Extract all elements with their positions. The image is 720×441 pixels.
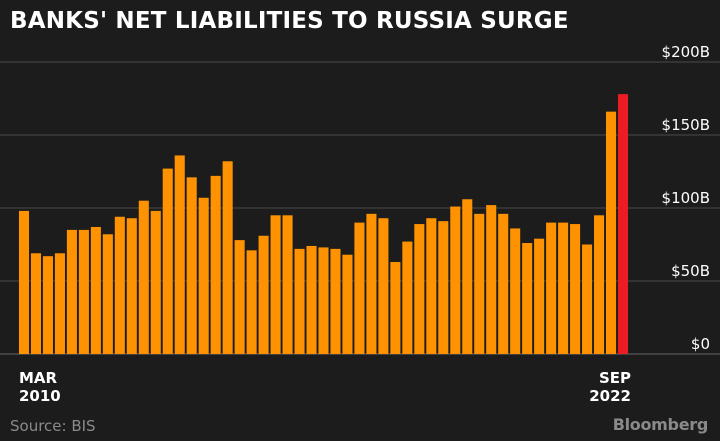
bar [150, 210, 161, 354]
y-tick-label: $200B [662, 43, 710, 61]
bar [258, 235, 269, 354]
bar [234, 240, 245, 354]
bar [438, 221, 449, 354]
bar [450, 206, 461, 354]
bar [558, 222, 569, 354]
bar [90, 226, 101, 354]
bar [510, 228, 521, 354]
bar [42, 256, 53, 354]
bar [426, 218, 437, 354]
y-axis-labels: $0 $50B $100B $150B $200B [662, 43, 710, 353]
y-tick-label: $0 [691, 335, 710, 353]
bar [414, 224, 425, 354]
bar [474, 213, 485, 354]
bar [594, 215, 605, 354]
bar [546, 222, 557, 354]
bar [402, 241, 413, 354]
bar [222, 161, 233, 354]
bar [282, 215, 293, 354]
bar [246, 250, 257, 354]
y-tick-label: $100B [662, 189, 710, 207]
bar [534, 238, 545, 354]
bar [570, 224, 581, 354]
bar [198, 197, 209, 354]
bar [126, 218, 137, 354]
bar [30, 253, 41, 354]
x-tick-label: MAR [19, 369, 58, 387]
bar [522, 243, 533, 354]
y-tick-label: $50B [671, 262, 710, 280]
bar [18, 210, 30, 354]
x-tick-label: 2010 [19, 387, 61, 405]
bar [330, 248, 341, 354]
bars [18, 94, 629, 355]
bar [54, 253, 65, 354]
bar [114, 216, 125, 354]
bar [66, 229, 77, 354]
bar [102, 234, 113, 354]
bar-highlight [617, 94, 629, 355]
bar [606, 111, 617, 354]
bloomberg-logo: Bloomberg [612, 415, 709, 434]
bar [306, 245, 317, 354]
bar [486, 205, 497, 354]
bar [462, 199, 473, 354]
x-tick-label: SEP [599, 369, 631, 387]
bar [366, 213, 377, 354]
bar [210, 175, 221, 354]
bar [162, 168, 173, 354]
bar [498, 213, 509, 354]
chart-title: BANKS' NET LIABILITIES TO RUSSIA SURGE [10, 8, 569, 34]
y-tick-label: $150B [662, 116, 710, 134]
bar [582, 244, 593, 354]
bar [390, 262, 401, 354]
bar [78, 229, 89, 354]
bar [174, 155, 185, 354]
x-tick-label: 2022 [589, 387, 631, 405]
bar [138, 200, 149, 354]
bar [270, 215, 281, 354]
bar [186, 177, 197, 354]
bar [294, 248, 305, 354]
bar [354, 222, 365, 354]
source-note: Source: BIS [10, 417, 96, 435]
bar [342, 254, 353, 354]
bar [378, 218, 389, 354]
bar [318, 247, 329, 354]
